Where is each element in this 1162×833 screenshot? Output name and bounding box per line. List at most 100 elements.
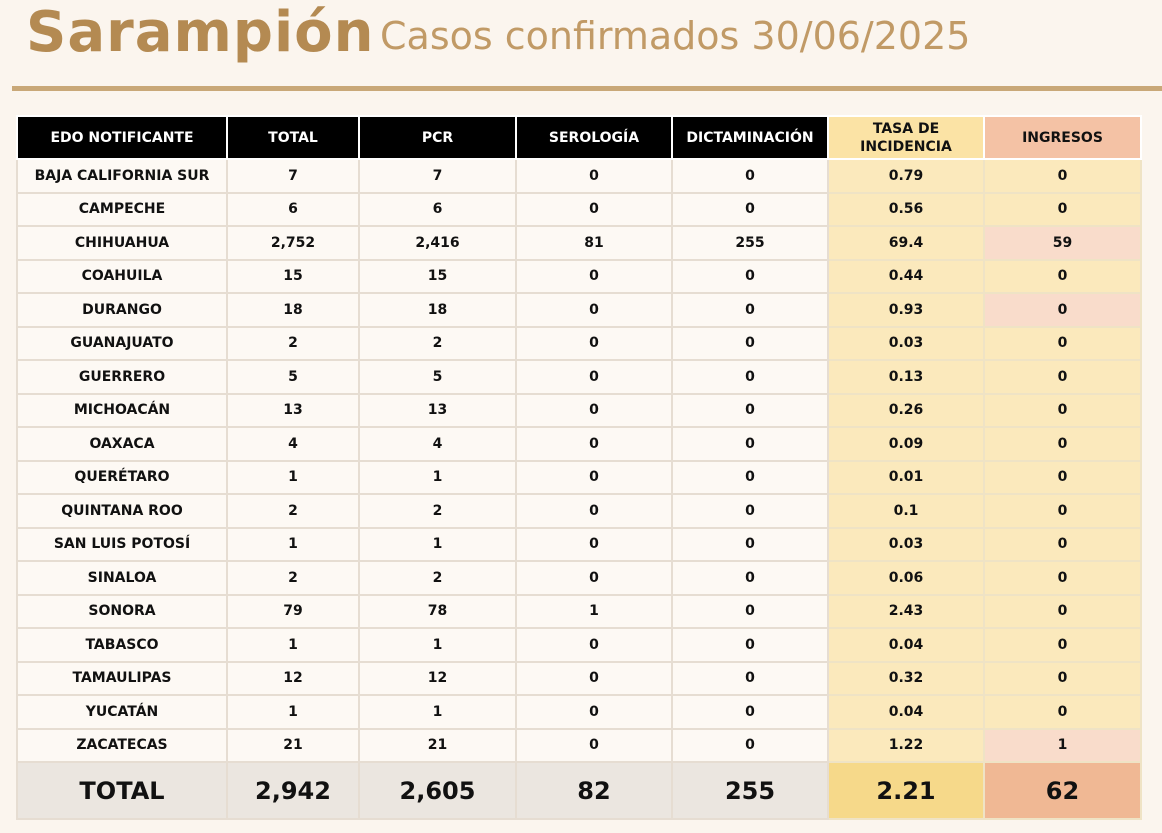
value-cell: 0.03	[827, 526, 985, 562]
column-header: EDO NOTIFICANTE	[16, 115, 228, 160]
value-cell: 2	[226, 493, 360, 529]
value-cell: 1	[358, 459, 517, 495]
value-cell: 0	[671, 727, 829, 763]
value-cell: 0	[515, 694, 673, 730]
value-cell: 0	[515, 325, 673, 361]
state-cell: CAMPECHE	[16, 191, 228, 227]
value-cell: 2	[358, 325, 517, 361]
value-cell: 0	[983, 694, 1142, 730]
state-cell: SINALOA	[16, 560, 228, 596]
value-cell: 0.13	[827, 359, 985, 395]
value-cell: 0.56	[827, 191, 985, 227]
total-cell: 82	[515, 761, 673, 820]
table-row: DURANGO 18 18 0 0 0.93 0	[16, 292, 1142, 328]
value-cell: 0	[515, 493, 673, 529]
value-cell: 0	[671, 526, 829, 562]
value-cell: 0	[671, 258, 829, 294]
table-row: TAMAULIPAS 12 12 0 0 0.32 0	[16, 660, 1142, 696]
value-cell: 2	[226, 560, 360, 596]
value-cell: 0	[515, 392, 673, 428]
state-cell: ZACATECAS	[16, 727, 228, 763]
value-cell: 69.4	[827, 225, 985, 261]
value-cell: 0	[983, 560, 1142, 596]
table-row: TABASCO 1 1 0 0 0.04 0	[16, 627, 1142, 663]
value-cell: 0.44	[827, 258, 985, 294]
total-row: TOTAL 2,942 2,605 82 255 2.21 62	[16, 761, 1142, 820]
value-cell: 59	[983, 225, 1142, 261]
value-cell: 0.01	[827, 459, 985, 495]
value-cell: 0	[671, 694, 829, 730]
state-cell: GUANAJUATO	[16, 325, 228, 361]
table-row: YUCATÁN 1 1 0 0 0.04 0	[16, 694, 1142, 730]
value-cell: 0	[983, 258, 1142, 294]
column-header: PCR	[358, 115, 517, 160]
state-cell: SONORA	[16, 593, 228, 629]
value-cell: 79	[226, 593, 360, 629]
value-cell: 1	[226, 694, 360, 730]
value-cell: 1	[226, 526, 360, 562]
total-cell: 2.21	[827, 761, 985, 820]
state-cell: BAJA CALIFORNIA SUR	[16, 158, 228, 194]
column-header: INGRESOS	[983, 115, 1142, 160]
state-cell: TAMAULIPAS	[16, 660, 228, 696]
value-cell: 21	[226, 727, 360, 763]
value-cell: 0	[671, 392, 829, 428]
value-cell: 2	[358, 560, 517, 596]
column-header: TASA DE INCIDENCIA	[827, 115, 985, 160]
value-cell: 12	[358, 660, 517, 696]
value-cell: 6	[358, 191, 517, 227]
table-row: MICHOACÁN 13 13 0 0 0.26 0	[16, 392, 1142, 428]
header-row: EDO NOTIFICANTE TOTAL PCR SEROLOGÍA DICTAMIN…	[16, 115, 1142, 160]
value-cell: 13	[226, 392, 360, 428]
value-cell: 1.22	[827, 727, 985, 763]
column-header: DICTAMINACIÓN	[671, 115, 829, 160]
value-cell: 78	[358, 593, 517, 629]
value-cell: 0	[515, 426, 673, 462]
column-header: TOTAL	[226, 115, 360, 160]
value-cell: 4	[226, 426, 360, 462]
column-header: SEROLOGÍA	[515, 115, 673, 160]
table-row: QUINTANA ROO 2 2 0 0 0.1 0	[16, 493, 1142, 529]
table-row: GUERRERO 5 5 0 0 0.13 0	[16, 359, 1142, 395]
divider	[12, 86, 1162, 91]
table-row: CHIHUAHUA 2,752 2,416 81 255 69.4 59	[16, 225, 1142, 261]
value-cell: 12	[226, 660, 360, 696]
table-row: BAJA CALIFORNIA SUR 7 7 0 0 0.79 0	[16, 158, 1142, 194]
value-cell: 0	[671, 191, 829, 227]
value-cell: 0	[515, 359, 673, 395]
table-row: GUANAJUATO 2 2 0 0 0.03 0	[16, 325, 1142, 361]
value-cell: 0	[983, 359, 1142, 395]
value-cell: 0	[983, 459, 1142, 495]
value-cell: 0	[671, 493, 829, 529]
value-cell: 4	[358, 426, 517, 462]
value-cell: 1	[983, 727, 1142, 763]
value-cell: 0.06	[827, 560, 985, 596]
value-cell: 5	[358, 359, 517, 395]
value-cell: 1	[226, 627, 360, 663]
value-cell: 0.93	[827, 292, 985, 328]
value-cell: 0	[983, 660, 1142, 696]
value-cell: 0	[671, 292, 829, 328]
value-cell: 255	[671, 225, 829, 261]
value-cell: 2	[226, 325, 360, 361]
total-cell: 62	[983, 761, 1142, 820]
total-cell: 2,605	[358, 761, 517, 820]
total-cell: TOTAL	[16, 761, 228, 820]
value-cell: 0.04	[827, 627, 985, 663]
value-cell: 2	[358, 493, 517, 529]
value-cell: 0	[671, 359, 829, 395]
value-cell: 0	[671, 426, 829, 462]
state-cell: SAN LUIS POTOSÍ	[16, 526, 228, 562]
value-cell: 0	[671, 560, 829, 596]
table-row: ZACATECAS 21 21 0 0 1.22 1	[16, 727, 1142, 763]
value-cell: 0	[983, 627, 1142, 663]
value-cell: 1	[358, 526, 517, 562]
value-cell: 0.32	[827, 660, 985, 696]
table-row: SAN LUIS POTOSÍ 1 1 0 0 0.03 0	[16, 526, 1142, 562]
value-cell: 18	[226, 292, 360, 328]
value-cell: 0	[983, 191, 1142, 227]
value-cell: 0	[983, 426, 1142, 462]
value-cell: 0.26	[827, 392, 985, 428]
subtitle: Casos confirmados 30/06/2025	[380, 14, 971, 58]
cases-table: EDO NOTIFICANTE TOTAL PCR SEROLOGÍA DICTAMIN…	[16, 115, 1142, 820]
